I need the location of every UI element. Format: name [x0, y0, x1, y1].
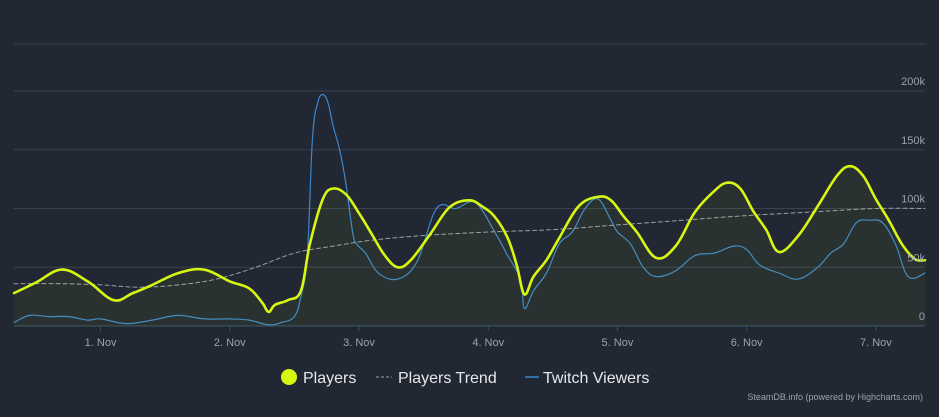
legend-item-players[interactable]: Players — [281, 369, 356, 387]
legend: Players Players Trend Twitch Viewers — [281, 369, 649, 387]
y-tick-label: 0 — [919, 311, 925, 323]
credit-text[interactable]: SteamDB.info (powered by Highcharts.com) — [747, 392, 923, 402]
series-layer — [12, 93, 927, 326]
legend-label: Players Trend — [398, 370, 497, 387]
y-tick-label: 200k — [901, 76, 925, 88]
x-tick-label: 3. Nov — [343, 337, 375, 349]
x-tick-label: 4. Nov — [472, 337, 504, 349]
grid-lines — [14, 43, 925, 327]
x-tick-label: 5. Nov — [602, 337, 634, 349]
legend-label: Twitch Viewers — [543, 370, 649, 387]
players-line[interactable] — [12, 164, 927, 314]
legend-marker — [281, 369, 297, 385]
x-tick-label: 2. Nov — [214, 337, 246, 349]
x-tick-label: 7. Nov — [860, 337, 892, 349]
legend-label: Players — [303, 370, 356, 387]
axis-labels: 0 50k 100k 150k 200k 1. Nov 2. Nov 3. Nov 4. Nov… — [85, 76, 926, 349]
x-tick-label: 1. Nov — [85, 337, 117, 349]
y-tick-label: 150k — [901, 135, 925, 147]
y-tick-label: 100k — [901, 194, 925, 206]
x-tick-label: 6. Nov — [731, 337, 763, 349]
y-tick-label: 50k — [907, 252, 925, 264]
legend-item-players-trend[interactable]: Players Trend — [376, 370, 497, 387]
players-trend-line[interactable] — [13, 207, 926, 288]
legend-item-twitch-viewers[interactable]: Twitch Viewers — [525, 370, 649, 387]
